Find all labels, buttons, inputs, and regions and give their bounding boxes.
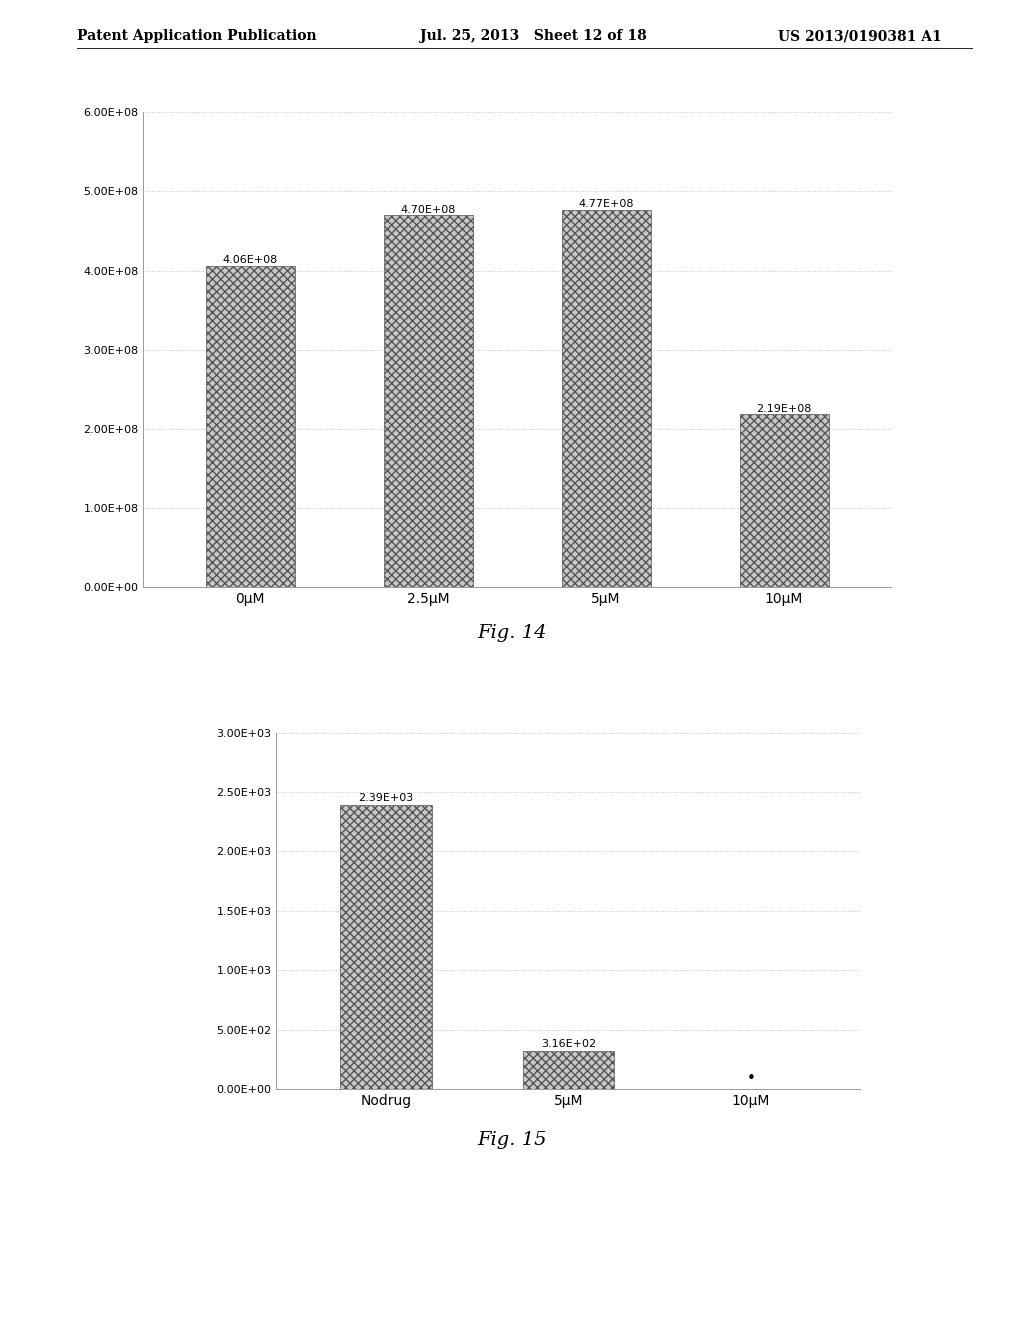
Text: 4.06E+08: 4.06E+08	[222, 256, 278, 265]
Text: 4.70E+08: 4.70E+08	[400, 205, 456, 215]
Bar	[340, 805, 431, 1089]
Text: Jul. 25, 2013   Sheet 12 of 18: Jul. 25, 2013 Sheet 12 of 18	[420, 29, 646, 44]
Text: 3.16E+02: 3.16E+02	[541, 1039, 596, 1049]
Bar	[739, 414, 828, 587]
Text: •: •	[746, 1072, 755, 1086]
Text: Patent Application Publication: Patent Application Publication	[77, 29, 316, 44]
Bar	[561, 210, 650, 587]
Bar	[384, 215, 473, 587]
Bar	[206, 265, 295, 587]
Text: 4.77E+08: 4.77E+08	[579, 199, 634, 209]
Text: 2.39E+03: 2.39E+03	[358, 793, 414, 803]
Text: Fig. 15: Fig. 15	[477, 1131, 547, 1150]
Bar	[522, 1052, 614, 1089]
Text: US 2013/0190381 A1: US 2013/0190381 A1	[778, 29, 942, 44]
Text: Fig. 14: Fig. 14	[477, 624, 547, 643]
Text: 2.19E+08: 2.19E+08	[757, 404, 812, 413]
